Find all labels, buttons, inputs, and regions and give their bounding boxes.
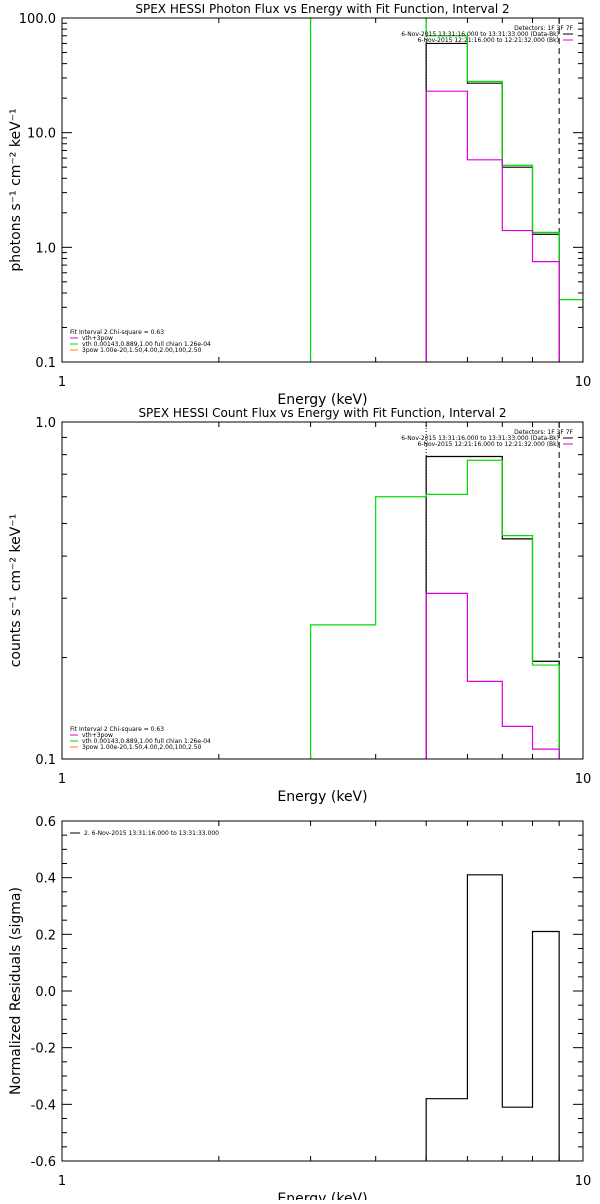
x-tick-label: 1: [58, 772, 66, 787]
y-tick-label: 0.1: [35, 753, 56, 768]
series-1-histogram: [309, 18, 583, 362]
x-axis-label: Energy (keV): [277, 1191, 367, 1200]
background-interval-label: 6-Nov-2015 12:21:16.000 to 12:21:32.000 …: [417, 37, 559, 44]
y-tick-label: -0.6: [31, 1155, 56, 1170]
plot-frame: [61, 17, 584, 363]
fit-legend-item: vth 0.00143,0.889,1.00 full chian 1.26e-…: [82, 341, 211, 348]
fit-legend-header: Fit Interval 2 Chi-square = 0.63: [70, 726, 164, 733]
fit-legend-item: 3pow 1.00e-20,1.50,4.00,2.00,100,2.50: [82, 744, 202, 751]
y-tick-label: 0.4: [35, 872, 56, 887]
fit-legend-header: Fit Interval 2 Chi-square = 0.63: [70, 329, 164, 336]
y-tick-label: -0.4: [31, 1098, 56, 1113]
x-tick-label: 1: [58, 1174, 66, 1189]
x-tick-label: 10: [575, 1174, 592, 1189]
series-0-histogram: [425, 455, 560, 759]
chart-panel-1: SPEX HESSI Photon Flux vs Energy with Fi…: [8, 2, 592, 408]
x-axis-label: Energy (keV): [277, 392, 367, 408]
fit-legend-item: vth+3pow: [82, 732, 113, 739]
y-axis-ticks: [62, 820, 583, 1162]
data-interval-label: 6-Nov-2015 13:31:16.000 to 13:31:33.000 …: [401, 31, 559, 38]
plot-frame: [61, 820, 584, 1162]
background-interval-label: 6-Nov-2015 12:21:16.000 to 12:21:32.000 …: [417, 441, 559, 448]
x-axis-ticks: [61, 821, 560, 1161]
y-axis-ticks: [62, 17, 583, 363]
x-axis-label: Energy (keV): [277, 789, 367, 805]
x-tick-label: 10: [575, 772, 592, 787]
fit-legend-item: vth 0.00143,0.889,1.00 full chian 1.26e-…: [82, 738, 211, 745]
chart-panel-2: SPEX HESSI Count Flux vs Energy with Fit…: [8, 406, 591, 805]
y-axis-ticks: [62, 421, 583, 760]
y-tick-label: 0.1: [35, 356, 56, 371]
y-tick-label: -0.2: [31, 1042, 56, 1057]
chart-title: SPEX HESSI Photon Flux vs Energy with Fi…: [135, 2, 509, 16]
y-tick-label: 100.0: [19, 12, 56, 27]
y-axis-label: counts s⁻¹ cm⁻² keV⁻¹: [8, 514, 24, 668]
x-tick-label: 10: [575, 375, 592, 390]
y-tick-label: 1.0: [35, 241, 56, 256]
fit-legend-item: vth+3pow: [82, 335, 113, 342]
series-0-histogram: [425, 874, 560, 1161]
fit-legend-item: 3pow 1.00e-20,1.50,4.00,2.00,100,2.50: [82, 347, 202, 354]
chart-title: SPEX HESSI Count Flux vs Energy with Fit…: [138, 406, 506, 420]
series-2-histogram: [425, 592, 560, 759]
y-tick-label: 0.0: [35, 985, 56, 1000]
residual-legend-item: 2. 6-Nov-2015 13:31:16.000 to 13:31:33.0…: [84, 830, 219, 837]
detectors-label: Detectors: 1F 3F 7F: [514, 429, 573, 436]
y-axis-label: photons s⁻¹ cm⁻² keV⁻¹: [8, 108, 24, 271]
detectors-label: Detectors: 1F 3F 7F: [514, 25, 573, 32]
data-interval-label: 6-Nov-2015 13:31:16.000 to 13:31:33.000 …: [401, 435, 559, 442]
y-tick-label: 0.2: [35, 928, 56, 943]
series-1-histogram: [309, 459, 560, 759]
series-2-histogram: [425, 90, 560, 362]
chart-panel-3: 1 10 -0.6 -0.4 -0.2 0.0 0.2 0.4 0.6 Energy (keV) N…: [8, 815, 592, 1204]
y-tick-label: 0.6: [35, 815, 56, 830]
y-tick-label: 10.0: [27, 127, 56, 142]
x-tick-label: 1: [58, 375, 66, 390]
y-tick-label: 1.0: [35, 416, 56, 431]
plot-frame: [61, 421, 584, 760]
y-axis-label: Normalized Residuals (sigma): [8, 887, 24, 1095]
